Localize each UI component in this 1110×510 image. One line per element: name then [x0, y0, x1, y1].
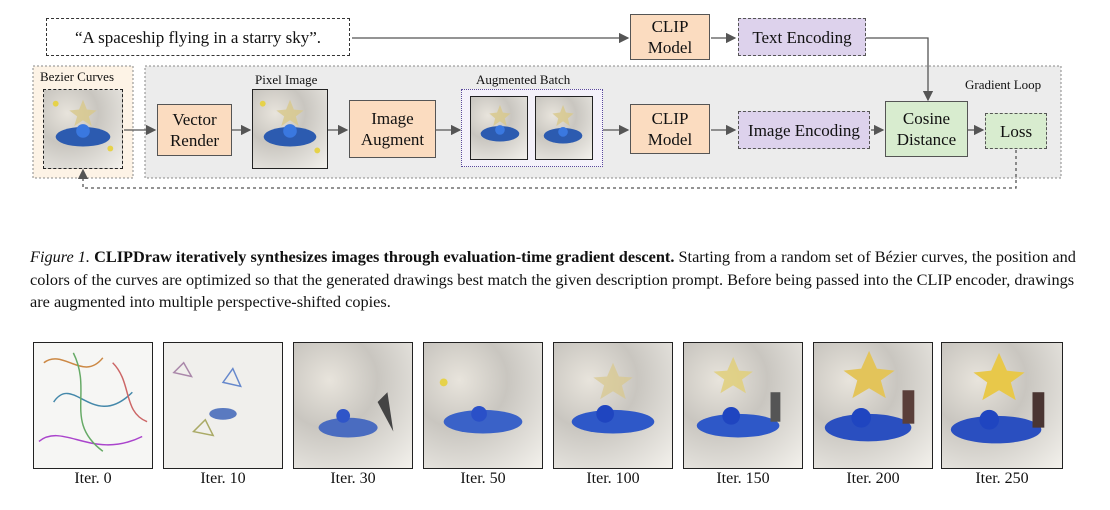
gradient-loop-label: Gradient Loop: [965, 77, 1042, 92]
text-encoding-label: Text Encoding: [752, 27, 852, 47]
pixel-image: [252, 89, 328, 169]
text-prompt-box: “A spaceship flying in a starry sky”.: [46, 18, 350, 56]
iter-image-10: [163, 342, 283, 469]
image-encoding-box: Image Encoding: [738, 111, 870, 149]
iter-label-10: Iter. 10: [200, 470, 246, 487]
iter-image-50: [423, 342, 543, 469]
iter-label-100: Iter. 100: [586, 470, 640, 487]
iter-label-30: Iter. 30: [330, 470, 376, 487]
vector-render-label: Vector Render: [169, 110, 220, 150]
cosine-distance-label: Cosine Distance: [896, 109, 957, 149]
image-augment-box: Image Augment: [349, 100, 436, 158]
cosine-distance-box: Cosine Distance: [885, 101, 968, 157]
caption-body: Starting from a random set of Bézier cur…: [30, 247, 1076, 311]
clip-model-text: CLIP Model: [630, 14, 710, 60]
image-encoding-label: Image Encoding: [748, 120, 860, 140]
iter-label-250: Iter. 250: [975, 470, 1029, 487]
loss-box: Loss: [985, 113, 1047, 149]
iter-image-0: [33, 342, 153, 469]
iter-label-200: Iter. 200: [846, 470, 900, 487]
iter-label-0: Iter. 0: [74, 470, 112, 487]
iter-image-250: [941, 342, 1063, 469]
figure-label: Figure 1.: [30, 247, 90, 266]
text-encoding-box: Text Encoding: [738, 18, 866, 56]
caption-bold: CLIPDraw iteratively synthesizes images …: [94, 247, 675, 266]
iteration-strip: Iter. 0 Iter. 10 Iter. 30 Iter. 50 Iter.…: [0, 342, 1110, 502]
augmented-image-2: [535, 96, 593, 160]
iter-image-200: [813, 342, 933, 469]
loss-label: Loss: [999, 121, 1033, 141]
text-prompt: “A spaceship flying in a starry sky”.: [75, 27, 321, 47]
clip-model-image-label: CLIP Model: [647, 109, 693, 149]
augmented-batch-label: Augmented Batch: [476, 72, 571, 87]
clip-model-text-label: CLIP Model: [647, 17, 693, 57]
augmented-image-1: [470, 96, 528, 160]
pixel-image-label: Pixel Image: [255, 72, 318, 87]
bezier-curves-label: Bezier Curves: [40, 69, 115, 84]
clip-model-image: CLIP Model: [630, 104, 710, 154]
figure-caption: Figure 1. CLIPDraw iteratively synthesiz…: [30, 246, 1080, 314]
iter-image-100: [553, 342, 673, 469]
iter-image-150: [683, 342, 803, 469]
vector-render-box: Vector Render: [157, 104, 232, 156]
image-augment-label: Image Augment: [360, 109, 425, 149]
iter-label-50: Iter. 50: [460, 470, 506, 487]
bezier-curves-image: [43, 89, 123, 169]
iter-label-150: Iter. 150: [716, 470, 770, 487]
iter-image-30: [293, 342, 413, 469]
